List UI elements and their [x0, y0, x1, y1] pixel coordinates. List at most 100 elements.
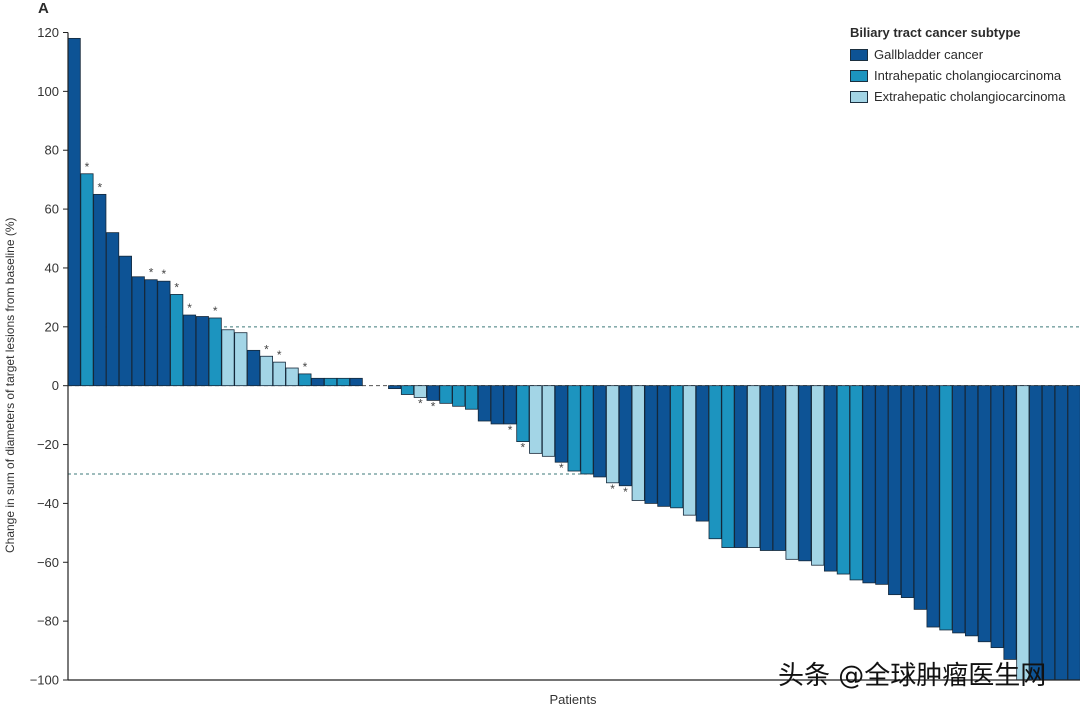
legend-swatch-gallbladder — [850, 48, 868, 61]
y-tick-label: 60 — [45, 202, 59, 217]
bar — [593, 385, 607, 478]
asterisk-marker: * — [174, 280, 179, 294]
y-tick-label: 100 — [37, 84, 59, 99]
y-tick-label: −100 — [30, 673, 59, 688]
bar — [1041, 385, 1056, 681]
asterisk-marker: * — [623, 485, 628, 499]
bar — [144, 279, 158, 387]
y-tick-label: 20 — [45, 319, 59, 334]
y-tick-label: −20 — [37, 437, 59, 452]
legend-label-extrahepatic: Extrahepatic cholangiocarcinoma — [874, 89, 1066, 104]
bar — [234, 332, 248, 387]
bar — [952, 385, 966, 634]
asterisk-marker: * — [97, 180, 102, 194]
bar — [259, 355, 273, 387]
bar — [1003, 385, 1017, 660]
y-tick-label: −60 — [37, 555, 59, 570]
bar — [567, 385, 581, 472]
bar — [93, 193, 107, 387]
y-tick-label: 40 — [45, 260, 59, 275]
legend-item-extrahepatic: Extrahepatic cholangiocarcinoma — [850, 86, 1066, 107]
bar — [1067, 385, 1080, 681]
bar — [836, 385, 850, 575]
bar — [247, 349, 261, 387]
bar — [747, 385, 761, 548]
legend-title: Biliary tract cancer subtype — [850, 25, 1021, 40]
bar — [734, 385, 748, 548]
asterisk-marker: * — [418, 396, 423, 410]
y-tick-label: 0 — [52, 378, 59, 393]
bar — [849, 385, 863, 581]
bar — [106, 232, 120, 387]
bar — [477, 385, 491, 422]
asterisk-marker: * — [277, 348, 282, 362]
bar — [426, 385, 440, 401]
bar — [413, 385, 427, 398]
bar — [311, 377, 325, 387]
legend-swatch-extrahepatic — [850, 90, 868, 103]
asterisk-marker: * — [431, 399, 436, 413]
bar — [67, 37, 81, 387]
bar — [221, 329, 235, 387]
legend-item-gallbladder: Gallbladder cancer — [850, 44, 1066, 65]
bar — [157, 280, 171, 387]
bar — [118, 255, 132, 387]
bar — [452, 385, 466, 407]
bar — [657, 385, 671, 507]
bar — [323, 377, 338, 387]
bar — [631, 385, 645, 501]
x-axis-title: Patients — [549, 692, 597, 707]
bar — [1029, 385, 1043, 681]
bar — [913, 385, 927, 610]
asterisk-marker: * — [508, 423, 513, 437]
bar — [798, 385, 812, 562]
asterisk-marker: * — [162, 267, 167, 281]
bar — [182, 314, 197, 387]
bar — [862, 385, 876, 584]
y-axis-title: Change in sum of diameters of target les… — [3, 217, 17, 554]
watermark: 头条 @全球肿瘤医生网 — [778, 661, 1047, 691]
bar — [708, 385, 722, 540]
asterisk-marker: * — [610, 482, 615, 496]
bar — [695, 385, 709, 522]
bar — [503, 385, 517, 425]
legend-swatch-intrahepatic — [850, 69, 868, 82]
bar — [939, 385, 953, 631]
legend-item-intrahepatic: Intrahepatic cholangiocarcinoma — [850, 65, 1066, 86]
bar — [823, 385, 838, 572]
asterisk-marker: * — [187, 301, 192, 315]
bar — [400, 385, 415, 395]
bar — [336, 377, 350, 387]
asterisk-marker: * — [149, 266, 154, 280]
y-tick-label: 120 — [37, 25, 59, 40]
bar — [759, 385, 773, 551]
bar — [490, 385, 504, 425]
bar — [618, 385, 632, 487]
asterisk-marker: * — [264, 342, 269, 356]
bar — [606, 385, 620, 484]
asterisk-marker: * — [521, 441, 526, 455]
bar — [811, 385, 825, 566]
legend-label-intrahepatic: Intrahepatic cholangiocarcinoma — [874, 68, 1062, 83]
bar — [208, 317, 222, 387]
bar — [875, 385, 889, 585]
bar — [785, 385, 799, 560]
bar — [965, 385, 979, 637]
bar — [1016, 385, 1030, 681]
bar — [682, 385, 697, 516]
bar — [670, 385, 684, 509]
bar — [131, 276, 145, 387]
bar — [529, 385, 543, 454]
legend-label-gallbladder: Gallbladder cancer — [874, 47, 984, 62]
bar — [195, 316, 209, 387]
bar — [465, 385, 479, 410]
bar — [721, 385, 735, 548]
bar — [888, 385, 902, 596]
bar — [285, 367, 299, 387]
asterisk-marker: * — [213, 304, 218, 318]
bar — [977, 385, 991, 643]
bar — [388, 385, 402, 390]
bar — [1054, 385, 1068, 681]
bar — [900, 385, 914, 598]
